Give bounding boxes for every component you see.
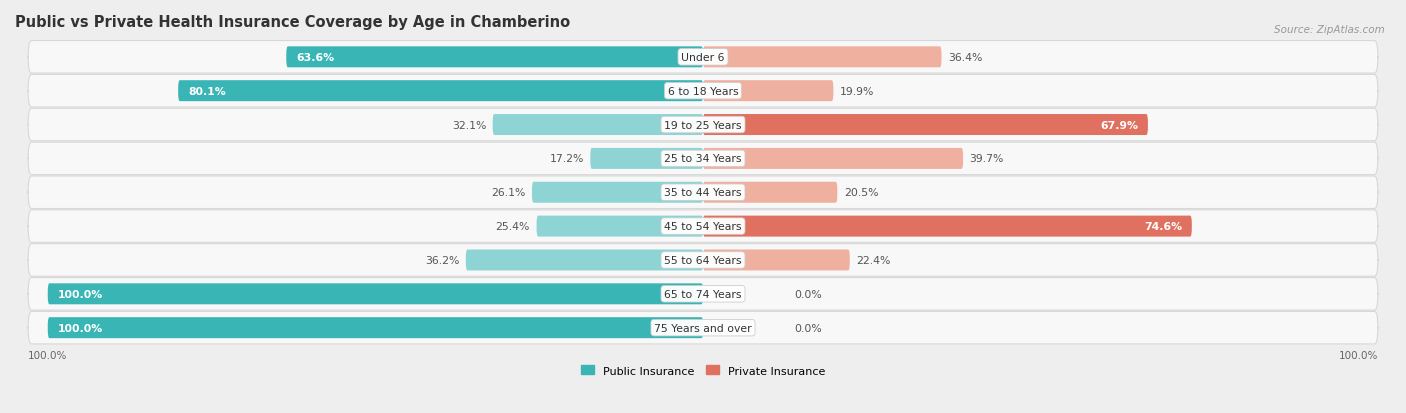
FancyBboxPatch shape	[28, 143, 1378, 175]
FancyBboxPatch shape	[703, 47, 942, 68]
FancyBboxPatch shape	[591, 149, 703, 169]
FancyBboxPatch shape	[531, 182, 703, 203]
Text: 100.0%: 100.0%	[1339, 350, 1378, 360]
FancyBboxPatch shape	[28, 41, 1378, 74]
FancyBboxPatch shape	[703, 250, 849, 271]
FancyBboxPatch shape	[28, 109, 1378, 141]
FancyBboxPatch shape	[28, 75, 1378, 108]
Text: Under 6: Under 6	[682, 53, 724, 63]
Text: 22.4%: 22.4%	[856, 255, 890, 265]
FancyBboxPatch shape	[703, 149, 963, 169]
Text: 39.7%: 39.7%	[970, 154, 1004, 164]
Text: 45 to 54 Years: 45 to 54 Years	[664, 221, 742, 232]
Text: 74.6%: 74.6%	[1144, 221, 1182, 232]
Text: 0.0%: 0.0%	[794, 289, 823, 299]
Text: 36.4%: 36.4%	[948, 53, 983, 63]
Text: 75 Years and over: 75 Years and over	[654, 323, 752, 333]
FancyBboxPatch shape	[179, 81, 703, 102]
Text: 25 to 34 Years: 25 to 34 Years	[664, 154, 742, 164]
FancyBboxPatch shape	[703, 81, 834, 102]
FancyBboxPatch shape	[48, 318, 703, 338]
FancyBboxPatch shape	[703, 115, 1147, 136]
FancyBboxPatch shape	[465, 250, 703, 271]
Text: 100.0%: 100.0%	[28, 350, 67, 360]
Text: 67.9%: 67.9%	[1099, 120, 1137, 130]
Text: 63.6%: 63.6%	[297, 53, 335, 63]
Text: 0.0%: 0.0%	[794, 323, 823, 333]
FancyBboxPatch shape	[28, 312, 1378, 344]
FancyBboxPatch shape	[48, 284, 703, 304]
FancyBboxPatch shape	[703, 182, 838, 203]
Text: 17.2%: 17.2%	[550, 154, 583, 164]
Text: Public vs Private Health Insurance Coverage by Age in Chamberino: Public vs Private Health Insurance Cover…	[15, 15, 569, 30]
Text: 25.4%: 25.4%	[496, 221, 530, 232]
Text: 20.5%: 20.5%	[844, 188, 879, 198]
Text: 32.1%: 32.1%	[451, 120, 486, 130]
Text: 6 to 18 Years: 6 to 18 Years	[668, 86, 738, 97]
FancyBboxPatch shape	[287, 47, 703, 68]
Text: 19.9%: 19.9%	[839, 86, 875, 97]
Text: 36.2%: 36.2%	[425, 255, 460, 265]
FancyBboxPatch shape	[703, 216, 1192, 237]
Text: 100.0%: 100.0%	[58, 323, 103, 333]
FancyBboxPatch shape	[28, 210, 1378, 243]
FancyBboxPatch shape	[28, 278, 1378, 310]
FancyBboxPatch shape	[537, 216, 703, 237]
Text: 26.1%: 26.1%	[491, 188, 526, 198]
FancyBboxPatch shape	[492, 115, 703, 136]
Text: 35 to 44 Years: 35 to 44 Years	[664, 188, 742, 198]
Text: Source: ZipAtlas.com: Source: ZipAtlas.com	[1274, 25, 1385, 35]
Text: 100.0%: 100.0%	[58, 289, 103, 299]
Text: 19 to 25 Years: 19 to 25 Years	[664, 120, 742, 130]
Text: 65 to 74 Years: 65 to 74 Years	[664, 289, 742, 299]
FancyBboxPatch shape	[28, 177, 1378, 209]
Legend: Public Insurance, Private Insurance: Public Insurance, Private Insurance	[581, 365, 825, 376]
Text: 80.1%: 80.1%	[188, 86, 226, 97]
Text: 55 to 64 Years: 55 to 64 Years	[664, 255, 742, 265]
FancyBboxPatch shape	[28, 244, 1378, 277]
